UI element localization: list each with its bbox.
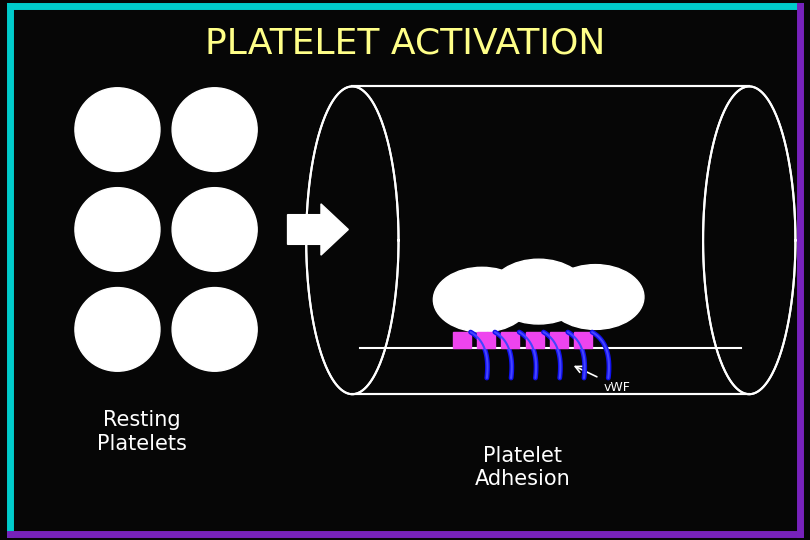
Polygon shape (453, 332, 471, 348)
Text: Platelet
Adhesion: Platelet Adhesion (475, 446, 570, 489)
Text: PLATELET ACTIVATION: PLATELET ACTIVATION (205, 26, 605, 60)
Polygon shape (550, 332, 568, 348)
Ellipse shape (75, 187, 160, 271)
Text: Resting
Platelets: Resting Platelets (97, 410, 186, 454)
Polygon shape (477, 332, 495, 348)
Ellipse shape (490, 259, 587, 324)
Ellipse shape (172, 87, 258, 172)
Ellipse shape (547, 265, 644, 329)
Ellipse shape (172, 187, 258, 271)
Polygon shape (526, 332, 544, 348)
Text: vWF: vWF (603, 381, 630, 394)
Ellipse shape (75, 287, 160, 372)
Polygon shape (574, 332, 592, 348)
Bar (352, 86, 749, 394)
Ellipse shape (75, 87, 160, 172)
Ellipse shape (433, 267, 531, 332)
Polygon shape (501, 332, 519, 348)
Polygon shape (288, 204, 348, 255)
Ellipse shape (172, 287, 258, 372)
